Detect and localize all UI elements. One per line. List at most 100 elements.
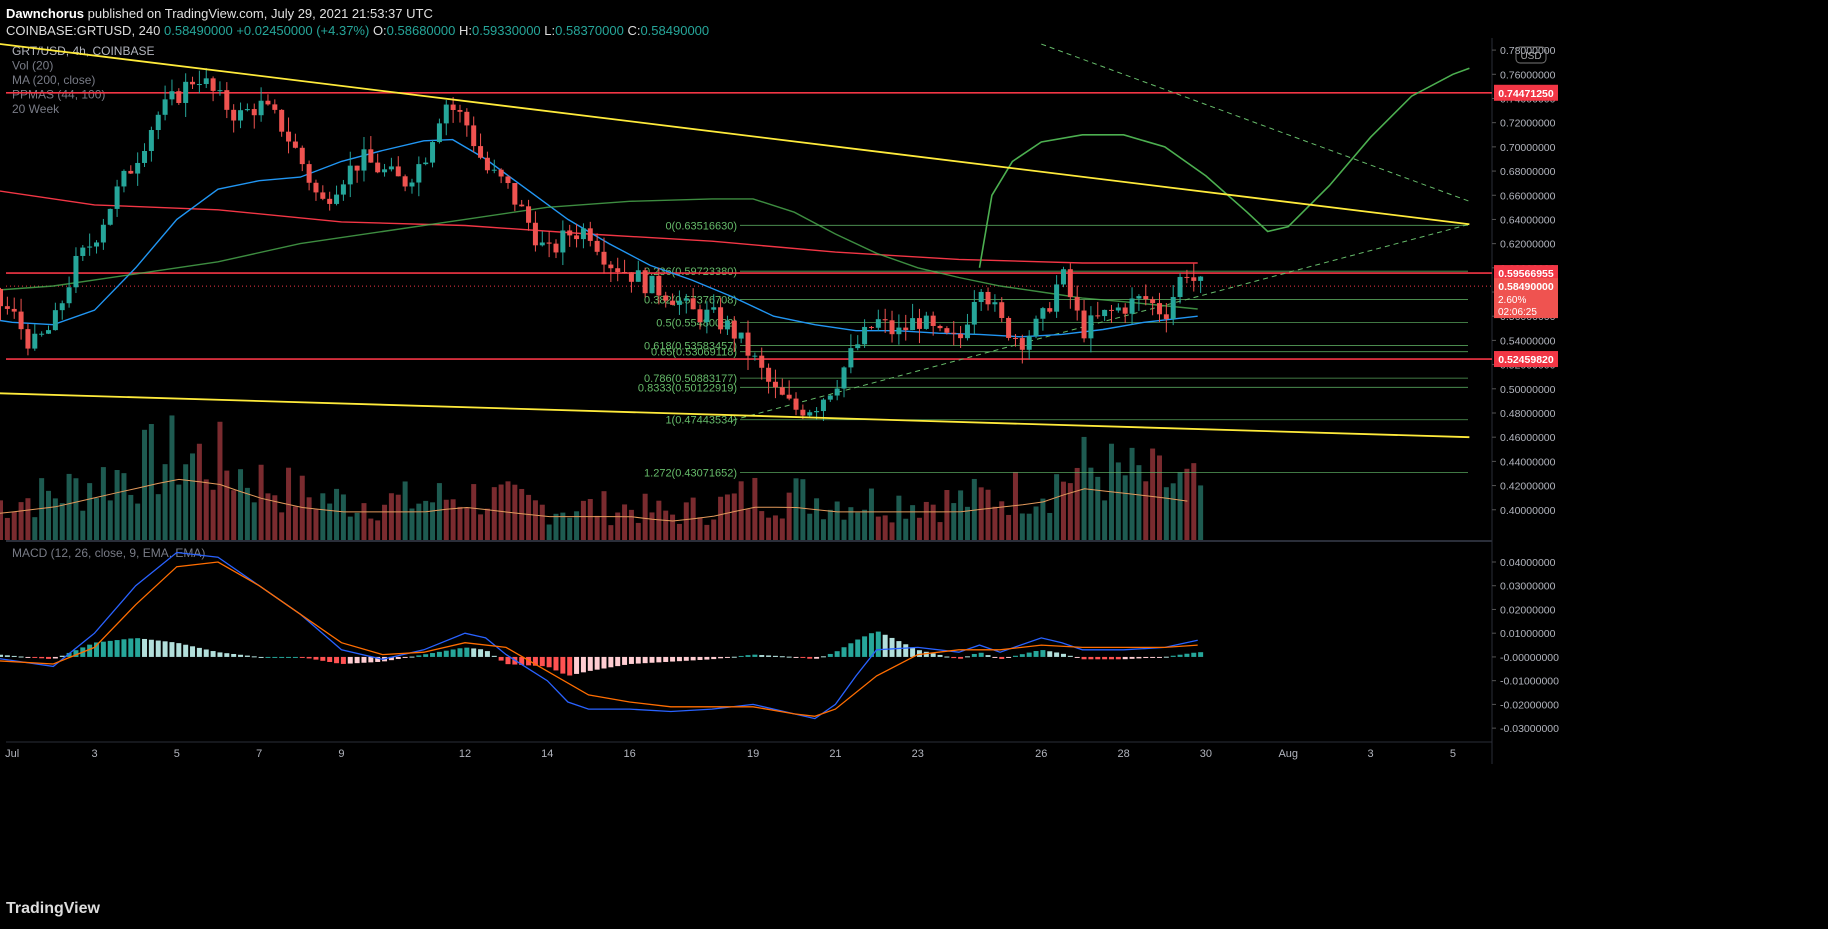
price-axis-tick-label: 0.46000000 [1500,432,1556,444]
volume-bar [539,504,545,540]
volume-bar [635,522,641,540]
macd-histogram-bar [622,656,628,665]
candle-body [697,309,703,323]
candle-body [999,302,1005,318]
volume-bar [580,500,586,540]
volume-bar [505,481,511,540]
macd-histogram-bar [1129,656,1135,659]
macd-histogram-bar [416,655,422,657]
volume-bar [772,515,778,540]
tradingview-logo[interactable]: TradingView [6,900,100,918]
volume-bar [265,493,271,540]
candle-body [491,169,497,171]
volume-bar [107,500,113,540]
candle-body [87,246,93,248]
time-axis-tick-label: 19 [747,748,759,760]
volume-bar [567,517,573,540]
macd-histogram-bar [46,656,52,659]
candle-body [1054,284,1060,312]
candle-body [1115,307,1121,311]
volume-bar [46,490,52,540]
candle-body [32,333,38,349]
volume-bar [779,518,785,540]
candle-body [903,327,909,331]
candle-body [519,204,525,207]
macd-histogram-bar [1156,656,1162,658]
volume-bar [100,467,106,540]
macd-histogram-bar [183,644,189,657]
candle-body [334,194,340,204]
macd-histogram-bar [711,656,717,660]
candle-body [848,348,854,368]
candle-body [457,109,463,112]
candle-body [567,230,573,236]
volume-bar [1033,506,1039,540]
candle-body [1067,269,1073,298]
volume-bar [724,494,730,540]
volume-bar [574,511,580,540]
volume-bar [1095,476,1101,540]
volume-bar [52,498,58,540]
candle-body [347,165,353,185]
volume-bar [210,489,216,540]
macd-histogram-bar [66,652,72,657]
macd-histogram-bar [1184,653,1190,657]
macd-histogram-bar [478,649,484,657]
volume-bar [704,524,710,540]
macd-histogram-bar [978,652,984,657]
candle-body [135,162,141,174]
macd-histogram-bar [0,654,4,657]
candle-body [958,333,964,339]
candle-body [203,78,209,85]
volume-bar [142,429,148,540]
time-axis-tick-label: 30 [1200,748,1212,760]
candle-body [46,330,52,334]
volume-bar [430,502,436,540]
macd-histogram-bar [1019,654,1025,657]
publish-info: Dawnchorus published on TradingView.com,… [6,5,1306,22]
candle-body [100,224,106,243]
volume-bar [361,503,367,540]
volume-bar [320,493,326,540]
candle-body [18,311,24,330]
macd-histogram-bar [1040,650,1046,657]
volume-bar [910,505,916,540]
price-axis-tick-label: 0.44000000 [1500,456,1556,468]
volume-bar [286,467,292,540]
volume-bar [930,504,936,540]
macd-histogram-bar [1102,656,1108,660]
volume-bar [759,511,765,540]
candle-body [114,186,120,209]
macd-histogram-bar [107,640,113,657]
author-name[interactable]: Dawnchorus [6,6,85,21]
volume-bar [1115,462,1121,540]
candle-body [196,84,202,86]
volume-bar [834,501,840,540]
volume-bar [1054,474,1060,540]
candle-body [73,255,79,288]
macd-axis-tick-label: -0.03000000 [1500,723,1559,735]
macd-histogram-bar [375,656,381,662]
candle-body [1006,317,1012,338]
macd-histogram-bar [409,656,415,658]
macd-histogram-bar [862,636,868,657]
macd-histogram-bar [718,656,724,659]
indicator-line [978,67,1470,268]
macd-histogram-bar [868,633,874,657]
macd-histogram-bar [855,639,861,657]
macd-histogram-bar [334,656,340,664]
volume-bar [32,517,38,540]
volume-bar [279,512,285,540]
macd-histogram-bar [176,643,182,657]
indicator-line [0,138,1198,338]
macd-histogram-bar [992,656,998,658]
main-pane[interactable]: 0.780000000.760000000.740000000.72000000… [0,38,1559,764]
fib-level-label: 0.5(0.55480082) [656,318,737,330]
macd-histogram-bar [354,656,360,664]
macd-histogram-bar [347,656,353,664]
macd-histogram-bar [937,654,943,657]
candle-body [1060,269,1066,285]
macd-axis-tick-label: 0.04000000 [1500,557,1556,569]
macd-histogram-bar [841,647,847,657]
